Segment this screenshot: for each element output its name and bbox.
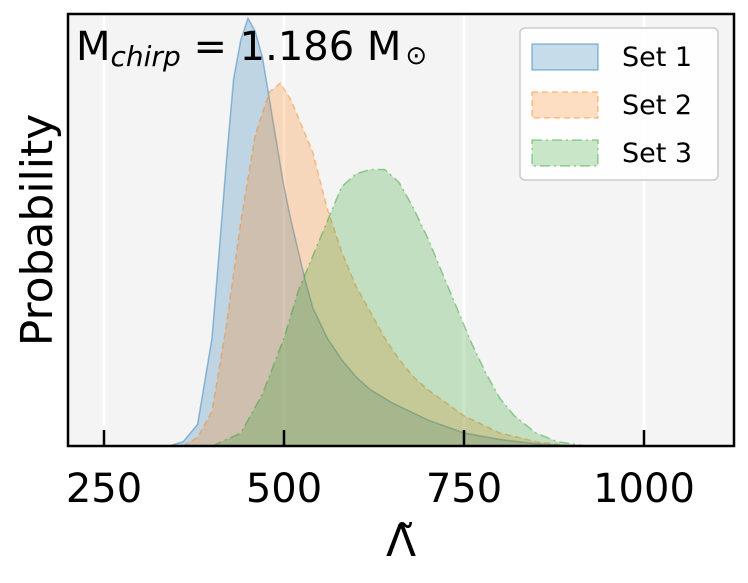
series-area-1 [168, 16, 573, 447]
sun-symbol-icon: ⊙ [405, 41, 427, 71]
annotation-text: = 1.186 M [181, 24, 402, 70]
x-tick-label-500: 500 [246, 466, 322, 512]
series-areas [168, 16, 587, 447]
x-tick-label-1000: 1000 [593, 466, 695, 512]
plot-frame [66, 12, 736, 448]
x-tick-label-250: 250 [66, 466, 142, 512]
chirp-mass-annotation: Mchirp = 1.186 M ⊙ [76, 24, 427, 73]
x-ticks: 250 500 750 1000 [66, 430, 695, 512]
legend-swatch-1 [531, 43, 599, 71]
series-area-2 [180, 81, 573, 447]
x-axis-label: Λ̃ [386, 516, 416, 567]
x-tick-label-750: 750 [426, 466, 502, 512]
legend-label-2: Set 2 [622, 90, 692, 121]
annotation-base: M [76, 24, 111, 70]
legend-label-3: Set 3 [622, 138, 692, 169]
legend: Set 1 Set 2 Set 3 [519, 27, 719, 181]
series-area-3 [211, 168, 587, 447]
annotation-sub: chirp [111, 40, 181, 73]
legend-swatch-2 [531, 91, 599, 119]
y-axis-label: Probability [12, 114, 63, 347]
legend-box [519, 27, 719, 181]
legend-swatch-3 [531, 139, 599, 167]
legend-label-1: Set 1 [622, 42, 692, 73]
